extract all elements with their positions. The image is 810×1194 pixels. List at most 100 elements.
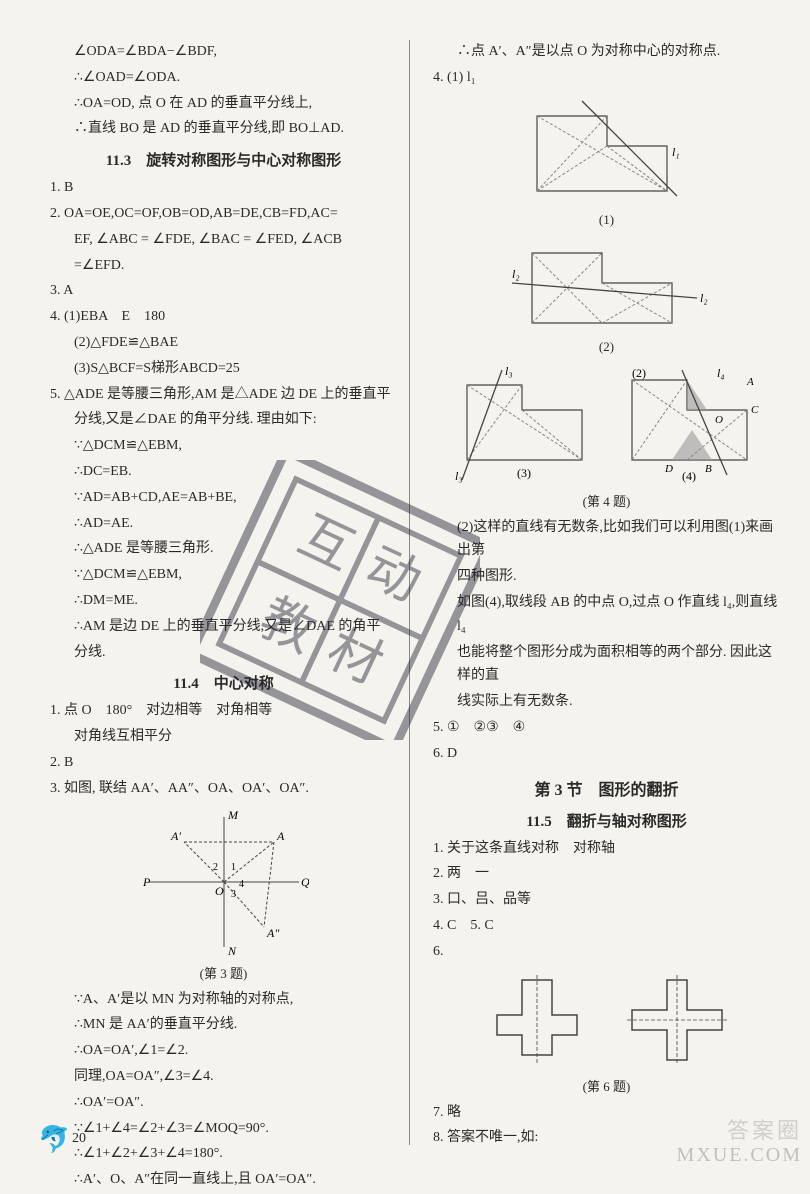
- text-line: 2. OA=OE,OC=OF,OB=OD,AB=DE,CB=FD,AC=: [50, 202, 397, 226]
- svg-text:A: A: [276, 829, 285, 843]
- svg-text:l₃: l₃: [505, 365, 513, 378]
- text-line: 4. C 5. C: [433, 914, 780, 938]
- svg-text:4: 4: [239, 879, 244, 890]
- text-line: ∴DC=EB.: [50, 460, 397, 484]
- section-11-3-title: 11.3 旋转对称图形与中心对称图形: [50, 149, 397, 170]
- watermark-corner-url: MXUE.COM: [677, 1144, 802, 1167]
- text-line: 3. A: [50, 279, 397, 303]
- text-line: ∴OA=OA′,∠1=∠2.: [50, 1039, 397, 1063]
- svg-text:O: O: [215, 884, 224, 898]
- svg-text:(2): (2): [632, 366, 646, 380]
- svg-text:B: B: [705, 463, 712, 475]
- text-line: 分线,又是∠DAE 的角平分线. 理由如下:: [50, 408, 397, 432]
- text-line: 6.: [433, 940, 780, 964]
- section-11-5-title: 11.5 翻折与轴对称图形: [433, 810, 780, 831]
- text-line: 1. 点 O 180° 对边相等 对角相等: [50, 699, 397, 723]
- figure-q6: [433, 970, 780, 1070]
- svg-text:D: D: [664, 463, 673, 475]
- figure-q3: Q P M N O A A′ A″ 1 2 3 4: [50, 807, 397, 957]
- svg-text:l₁: l₁: [672, 145, 680, 159]
- figure-q6-caption: (第 6 题): [433, 1076, 780, 1095]
- text-line: ∴OA=OD, 点 O 在 AD 的垂直平分线上,: [50, 92, 397, 116]
- svg-text:A″: A″: [266, 926, 280, 940]
- section-11-4-title: 11.4 中心对称: [50, 672, 397, 693]
- text-line: ∴∠OAD=∠ODA.: [50, 66, 397, 90]
- text-line: 也能将整个图形分成为面积相等的两个部分. 因此这样的直: [433, 641, 780, 689]
- svg-text:(3): (3): [517, 466, 531, 480]
- text-line: ∴A′、O、A″在同一直线上,且 OA′=OA″.: [50, 1168, 397, 1192]
- section-11-4-body-a: 1. 点 O 180° 对边相等 对角相等 对角线互相平分 2. B 3. 如图…: [50, 699, 397, 802]
- section-11-4-body-b: ∵A、A′是以 MN 为对称轴的对称点, ∴MN 是 AA′的垂直平分线. ∴O…: [50, 988, 397, 1194]
- svg-text:(4): (4): [682, 469, 696, 483]
- svg-text:l₂: l₂: [700, 291, 708, 305]
- text-line: ∴点 A′、A″是以点 O 为对称中心的对称点.: [433, 40, 780, 64]
- text-line: ∵AD=AB+CD,AE=AB+BE,: [50, 486, 397, 510]
- q4-body: (2)这样的直线有无数条,比如我们可以利用图(1)来画出第 四种图形. 如图(4…: [433, 516, 780, 768]
- section-3-title: 第 3 节 图形的翻折: [433, 776, 780, 800]
- text-line: EF, ∠ABC = ∠FDE, ∠BAC = ∠FED, ∠ACB: [50, 228, 397, 252]
- svg-text:l₄: l₄: [717, 366, 725, 380]
- text-line: (2)△FDE≌△BAE: [50, 331, 397, 355]
- figure-q4-caption: (第 4 题): [433, 491, 780, 510]
- text-line: ∴∠1+∠2+∠3+∠4=180°.: [50, 1142, 397, 1166]
- fig4-1-label: (1): [433, 212, 780, 228]
- text-line: 1. 关于这条直线对称 对称轴: [433, 837, 780, 861]
- svg-text:P: P: [142, 875, 151, 889]
- left-column: ∠ODA=∠BDA−∠BDF, ∴∠OAD=∠ODA. ∴OA=OD, 点 O …: [50, 40, 410, 1145]
- text-line: 5. ① ②③ ④: [433, 716, 780, 740]
- svg-text:3: 3: [231, 889, 236, 900]
- svg-text:1: 1: [231, 862, 236, 873]
- text-line: ∴DM=ME.: [50, 589, 397, 613]
- svg-text:M: M: [227, 808, 239, 822]
- text-line: ∠ODA=∠BDA−∠BDF,: [50, 40, 397, 64]
- text-line: ∵△DCM≌△EBM,: [50, 563, 397, 587]
- text-line: 4. (1) l₁: [433, 66, 780, 90]
- text-line: 对角线互相平分: [50, 725, 397, 749]
- text-line: 同理,OA=OA″,∠3=∠4.: [50, 1065, 397, 1089]
- text-line: 2. 两 一: [433, 862, 780, 886]
- text-line: ∴直线 BO 是 AD 的垂直平分线,即 BO⊥AD.: [50, 117, 397, 141]
- text-line: ∴AD=AE.: [50, 512, 397, 536]
- figure-q4-2: l₂ l₂: [433, 238, 780, 333]
- text-line: 线实际上有无数条.: [433, 690, 780, 714]
- intro-block: ∠ODA=∠BDA−∠BDF, ∴∠OAD=∠ODA. ∴OA=OD, 点 O …: [50, 40, 397, 143]
- svg-text:Q: Q: [301, 875, 309, 889]
- svg-text:N: N: [227, 944, 237, 957]
- text-line: =∠EFD.: [50, 254, 397, 278]
- svg-text:O: O: [715, 414, 723, 426]
- right-column: ∴点 A′、A″是以点 O 为对称中心的对称点. 4. (1) l₁ l₁ (1…: [425, 40, 780, 1145]
- text-line: 4. (1)EBA E 180: [50, 305, 397, 329]
- text-line: ∵A、A′是以 MN 为对称轴的对称点,: [50, 988, 397, 1012]
- page-number: 20: [72, 1131, 86, 1147]
- svg-text:C: C: [751, 404, 759, 416]
- section-11-5-body: 1. 关于这条直线对称 对称轴 2. 两 一 3. 口、吕、品等 4. C 5.…: [433, 837, 780, 966]
- text-line: 1. B: [50, 176, 397, 200]
- dolphin-icon: 🐬: [38, 1125, 70, 1155]
- svg-text:l₃: l₃: [455, 469, 463, 483]
- figure-q4-34: l₃ l₃ (3) l₄ A C O D B (2) (4): [433, 365, 780, 485]
- svg-text:2: 2: [213, 862, 218, 873]
- text-line: 四种图形.: [433, 565, 780, 589]
- svg-text:A: A: [746, 376, 754, 388]
- text-line: 2. B: [50, 751, 397, 775]
- text-line: ∴△ADE 是等腰三角形.: [50, 537, 397, 561]
- text-line: ∵∠1+∠4=∠2+∠3=∠MOQ=90°.: [50, 1117, 397, 1141]
- text-line: 3. 口、吕、品等: [433, 888, 780, 912]
- text-line: 6. D: [433, 742, 780, 766]
- watermark-corner-cn: 答案圈: [727, 1113, 802, 1145]
- text-line: (2)这样的直线有无数条,比如我们可以利用图(1)来画出第: [433, 516, 780, 564]
- text-line: 分线.: [50, 641, 397, 665]
- section-11-3-body: 1. B 2. OA=OE,OC=OF,OB=OD,AB=DE,CB=FD,AC…: [50, 176, 397, 666]
- text-line: 如图(4),取线段 AB 的中点 O,过点 O 作直线 l₄,则直线 l₄: [433, 591, 780, 639]
- text-line: ∴OA′=OA″.: [50, 1091, 397, 1115]
- text-line: (3)S△BCF=S梯形ABCD=25: [50, 357, 397, 381]
- fig4-2-label: (2): [433, 339, 780, 355]
- text-line: ∵△DCM≌△EBM,: [50, 434, 397, 458]
- text-line: ∴MN 是 AA′的垂直平分线.: [50, 1013, 397, 1037]
- text-line: ∴AM 是边 DE 上的垂直平分线,又是∠DAE 的角平: [50, 615, 397, 639]
- svg-text:A′: A′: [170, 829, 181, 843]
- figure-q4-1: l₁: [433, 96, 780, 206]
- figure-q3-caption: (第 3 题): [50, 963, 397, 982]
- text-line: 5. △ADE 是等腰三角形,AM 是△ADE 边 DE 上的垂直平: [50, 383, 397, 407]
- svg-text:l₂: l₂: [512, 267, 520, 281]
